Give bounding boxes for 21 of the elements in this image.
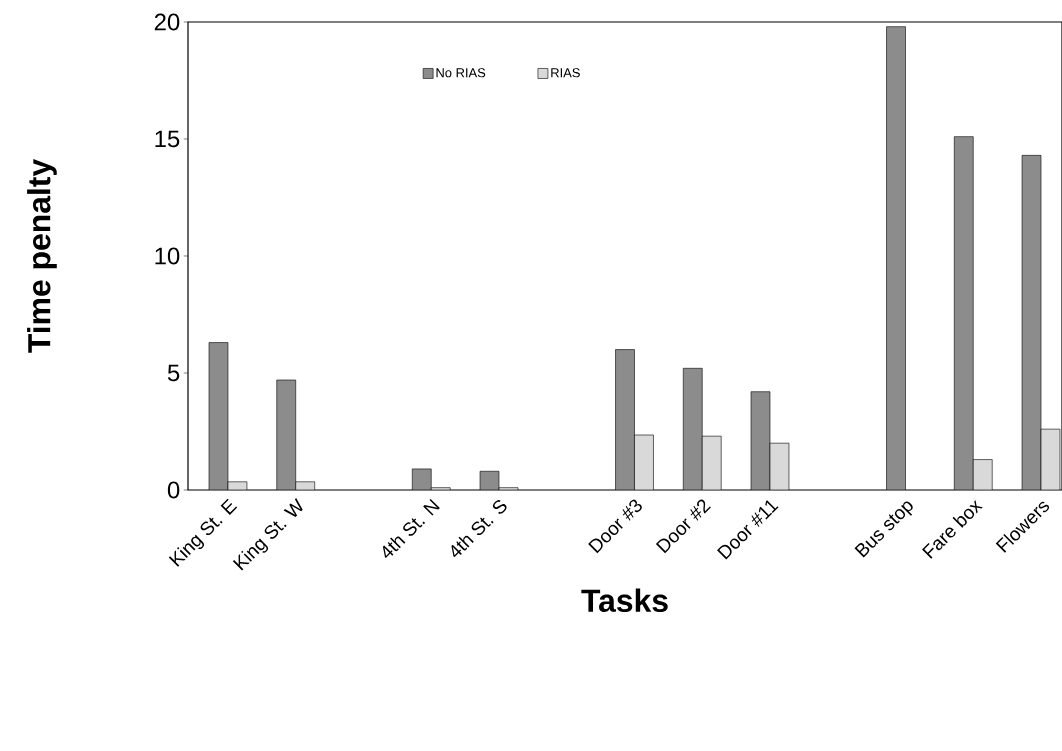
bar	[972, 459, 993, 490]
bar	[276, 379, 297, 490]
y-tick-label: 5	[167, 364, 180, 382]
x-tick-label: 4th St. S	[451, 500, 507, 558]
bar	[886, 26, 906, 490]
y-tick-label: 10	[155, 247, 180, 265]
x-axis-title: Tasks	[581, 588, 668, 613]
legend-label: No RIAS	[436, 68, 486, 78]
y-tick-label: 20	[154, 13, 180, 31]
y-tick-label: 0	[167, 481, 180, 499]
x-tick-label: Fare box	[922, 500, 983, 559]
legend-label: RIAS	[551, 68, 580, 78]
bar	[953, 136, 974, 490]
x-tick-label: Bus stop	[854, 501, 913, 558]
y-tick-label: 15	[155, 130, 180, 148]
bar	[701, 435, 722, 490]
x-tick-label: 4th St. N	[382, 498, 440, 558]
bar	[682, 368, 703, 490]
bar	[615, 349, 635, 490]
bar	[634, 434, 654, 490]
y-axis-title: Time penalty	[27, 159, 57, 353]
